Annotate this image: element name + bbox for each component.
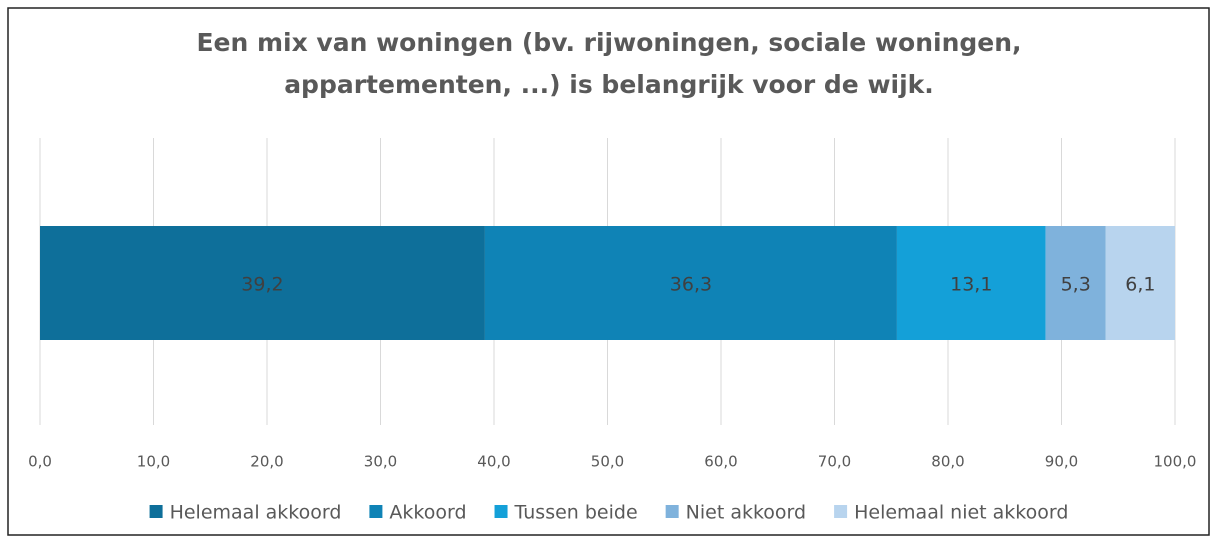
data-label: 13,1 bbox=[950, 274, 992, 296]
chart-title: Een mix van woningen (bv. rijwoningen, s… bbox=[196, 28, 1021, 57]
x-tick-label: 10,0 bbox=[137, 453, 170, 471]
legend-swatch bbox=[149, 505, 163, 518]
x-tick-label: 20,0 bbox=[250, 453, 283, 471]
x-tick-label: 70,0 bbox=[818, 453, 851, 471]
x-tick-label: 50,0 bbox=[591, 453, 624, 471]
legend-label: Akkoord bbox=[389, 502, 466, 524]
bar-segment bbox=[484, 226, 897, 340]
legend-label: Niet akkoord bbox=[686, 502, 806, 524]
legend-swatch bbox=[494, 505, 508, 518]
x-tick-label: 80,0 bbox=[931, 453, 964, 471]
bar-segment bbox=[40, 226, 485, 340]
legend-swatch bbox=[665, 505, 679, 518]
legend-label: Helemaal niet akkoord bbox=[854, 502, 1068, 524]
data-label: 36,3 bbox=[670, 274, 712, 296]
x-tick-label: 60,0 bbox=[704, 453, 737, 471]
legend-swatch bbox=[834, 505, 848, 518]
data-label: 5,3 bbox=[1061, 274, 1091, 296]
x-tick-label: 100,0 bbox=[1154, 453, 1197, 471]
data-label: 39,2 bbox=[241, 274, 283, 296]
legend-label: Helemaal akkoord bbox=[170, 502, 342, 524]
bar-segment bbox=[1105, 226, 1175, 340]
x-tick-label: 0,0 bbox=[28, 453, 52, 471]
data-label: 6,1 bbox=[1125, 274, 1155, 296]
x-tick-label: 40,0 bbox=[477, 453, 510, 471]
chart-title: appartementen, ...) is belangrijk voor d… bbox=[284, 70, 934, 99]
legend-swatch bbox=[369, 505, 383, 518]
legend-label: Tussen beide bbox=[514, 502, 638, 524]
x-tick-label: 30,0 bbox=[364, 453, 397, 471]
x-tick-label: 90,0 bbox=[1045, 453, 1078, 471]
bar-segment bbox=[896, 226, 1046, 340]
bar-segment bbox=[1045, 226, 1106, 340]
